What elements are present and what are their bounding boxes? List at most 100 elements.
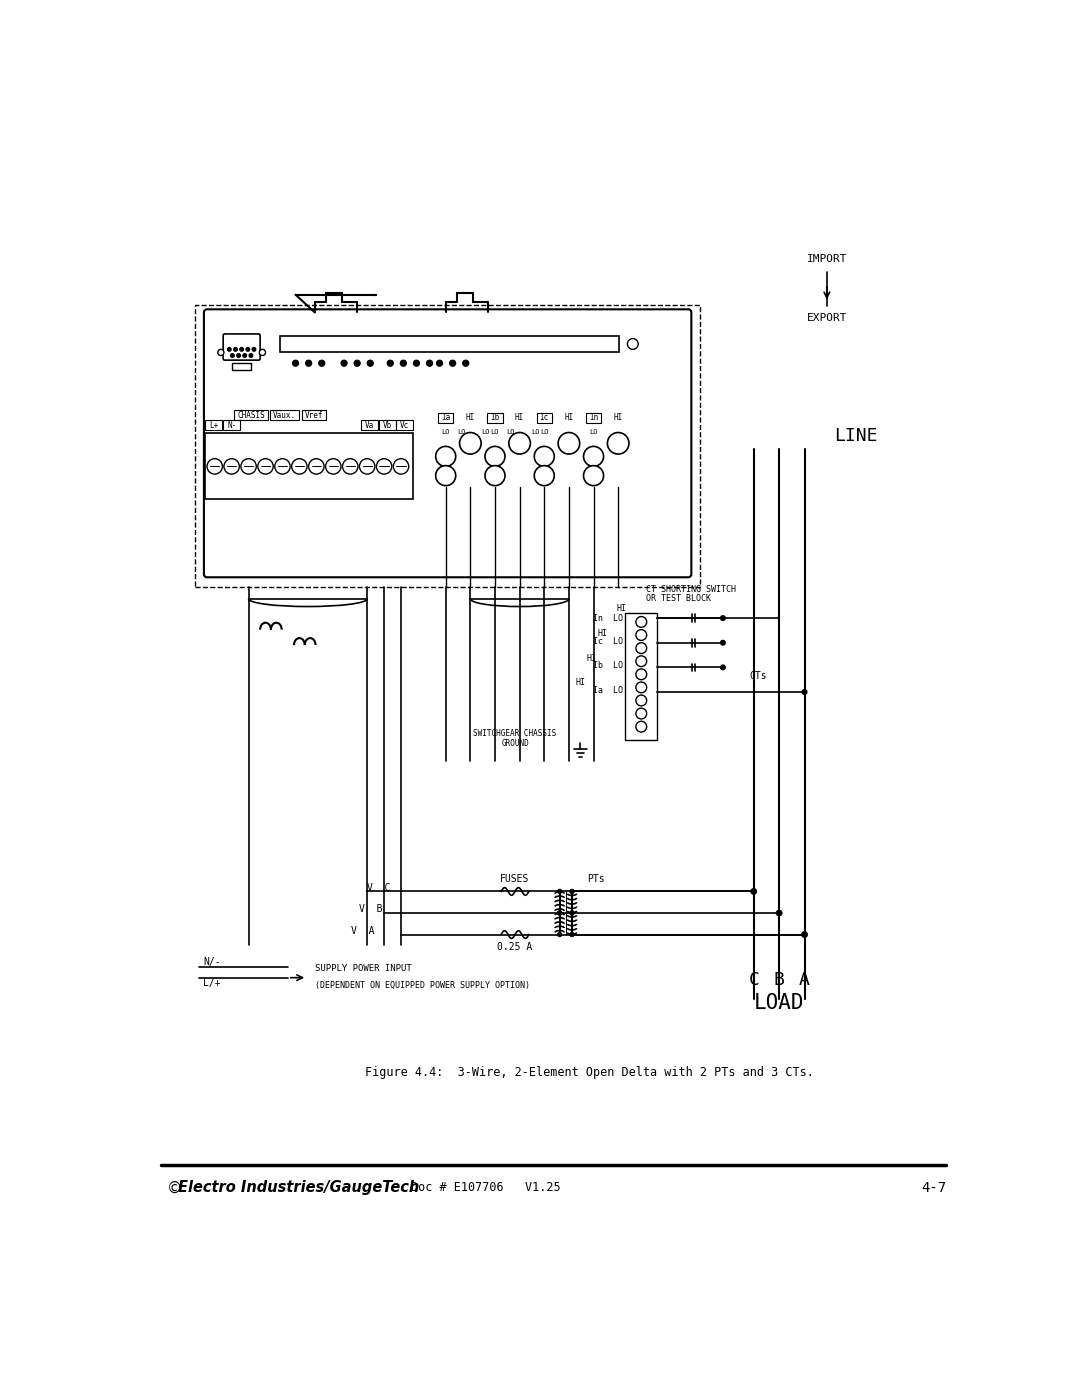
Circle shape bbox=[377, 458, 392, 474]
Circle shape bbox=[435, 465, 456, 486]
Circle shape bbox=[557, 911, 562, 915]
Text: Vref: Vref bbox=[305, 411, 323, 420]
Bar bbox=[537, 412, 552, 422]
Circle shape bbox=[228, 348, 231, 351]
Circle shape bbox=[233, 348, 238, 351]
Circle shape bbox=[557, 911, 562, 915]
Circle shape bbox=[777, 909, 782, 916]
Text: SWITCHGEAR CHASSIS: SWITCHGEAR CHASSIS bbox=[473, 729, 556, 738]
Circle shape bbox=[401, 360, 406, 366]
Circle shape bbox=[341, 360, 347, 366]
Circle shape bbox=[246, 348, 249, 351]
Circle shape bbox=[243, 353, 246, 358]
Circle shape bbox=[342, 458, 357, 474]
Circle shape bbox=[802, 690, 807, 694]
Text: N/-: N/- bbox=[203, 957, 220, 967]
Circle shape bbox=[319, 360, 325, 366]
Text: Electro Industries/GaugeTech: Electro Industries/GaugeTech bbox=[178, 1180, 419, 1196]
Text: HI: HI bbox=[465, 414, 475, 422]
Circle shape bbox=[569, 932, 575, 937]
Text: L/+: L/+ bbox=[203, 978, 220, 988]
Text: HI: HI bbox=[515, 414, 524, 422]
Circle shape bbox=[460, 433, 481, 454]
Bar bbox=[195, 305, 700, 587]
Circle shape bbox=[535, 447, 554, 467]
Circle shape bbox=[292, 458, 307, 474]
Circle shape bbox=[636, 655, 647, 666]
Text: Ia: Ia bbox=[441, 414, 450, 422]
Text: Ia  LO: Ia LO bbox=[593, 686, 623, 694]
Text: HI: HI bbox=[576, 679, 585, 687]
Bar bbox=[379, 420, 395, 430]
Circle shape bbox=[557, 932, 562, 937]
Circle shape bbox=[393, 458, 408, 474]
Circle shape bbox=[218, 349, 224, 355]
Text: B: B bbox=[773, 971, 784, 989]
Text: A: A bbox=[799, 971, 810, 989]
Text: 4-7: 4-7 bbox=[921, 1180, 946, 1194]
Circle shape bbox=[557, 888, 562, 894]
Circle shape bbox=[720, 640, 725, 645]
FancyBboxPatch shape bbox=[204, 309, 691, 577]
Circle shape bbox=[636, 643, 647, 654]
Text: V  C: V C bbox=[367, 883, 390, 893]
Circle shape bbox=[427, 360, 433, 366]
Text: Ib: Ib bbox=[490, 414, 500, 422]
Text: (DEPENDENT ON EQUIPPED POWER SUPPLY OPTION): (DEPENDENT ON EQUIPPED POWER SUPPLY OPTI… bbox=[314, 981, 530, 990]
Circle shape bbox=[240, 348, 244, 351]
Circle shape bbox=[435, 447, 456, 467]
Circle shape bbox=[414, 360, 419, 366]
Text: HI: HI bbox=[586, 654, 596, 662]
Text: LO: LO bbox=[507, 429, 515, 434]
Circle shape bbox=[636, 682, 647, 693]
Text: GROUND: GROUND bbox=[501, 739, 529, 749]
Circle shape bbox=[569, 911, 575, 915]
Text: ©: © bbox=[167, 1180, 183, 1196]
Circle shape bbox=[224, 458, 240, 474]
Bar bbox=[224, 420, 240, 430]
Text: L+: L+ bbox=[210, 420, 218, 430]
Circle shape bbox=[309, 458, 324, 474]
Circle shape bbox=[636, 721, 647, 732]
Text: C: C bbox=[748, 971, 759, 989]
Bar bbox=[625, 613, 658, 740]
Bar bbox=[361, 420, 378, 430]
Circle shape bbox=[354, 360, 361, 366]
Text: Doc # E107706   V1.25: Doc # E107706 V1.25 bbox=[411, 1182, 561, 1194]
Circle shape bbox=[436, 360, 443, 366]
Text: In  LO: In LO bbox=[593, 613, 623, 623]
Circle shape bbox=[485, 465, 505, 486]
Text: Ic  LO: Ic LO bbox=[593, 637, 623, 645]
Circle shape bbox=[751, 888, 757, 894]
Text: Vaux.: Vaux. bbox=[273, 411, 296, 420]
Circle shape bbox=[720, 616, 725, 620]
Circle shape bbox=[449, 360, 456, 366]
Text: In: In bbox=[589, 414, 598, 422]
Circle shape bbox=[237, 353, 241, 358]
Bar bbox=[280, 335, 619, 352]
Text: Vc: Vc bbox=[401, 420, 409, 430]
Bar bbox=[205, 420, 222, 430]
Text: LO: LO bbox=[590, 429, 598, 434]
Text: FUSES: FUSES bbox=[500, 875, 529, 884]
Bar bbox=[234, 411, 268, 420]
Circle shape bbox=[259, 349, 266, 355]
Circle shape bbox=[325, 458, 341, 474]
Circle shape bbox=[535, 465, 554, 486]
Text: Figure 4.4:  3-Wire, 2-Element Open Delta with 2 PTs and 3 CTs.: Figure 4.4: 3-Wire, 2-Element Open Delta… bbox=[365, 1066, 813, 1078]
Circle shape bbox=[367, 360, 374, 366]
Text: EXPORT: EXPORT bbox=[807, 313, 847, 323]
Bar bbox=[232, 363, 251, 370]
Circle shape bbox=[569, 911, 575, 915]
Text: IMPORT: IMPORT bbox=[807, 253, 847, 264]
Circle shape bbox=[583, 465, 604, 486]
Text: Va: Va bbox=[365, 420, 374, 430]
Text: Vb: Vb bbox=[382, 420, 392, 430]
Bar bbox=[270, 411, 299, 420]
Text: Ib  LO: Ib LO bbox=[593, 661, 623, 671]
Circle shape bbox=[249, 353, 253, 358]
FancyBboxPatch shape bbox=[224, 334, 260, 360]
Circle shape bbox=[720, 665, 725, 669]
Circle shape bbox=[607, 433, 629, 454]
Text: N-: N- bbox=[227, 420, 237, 430]
